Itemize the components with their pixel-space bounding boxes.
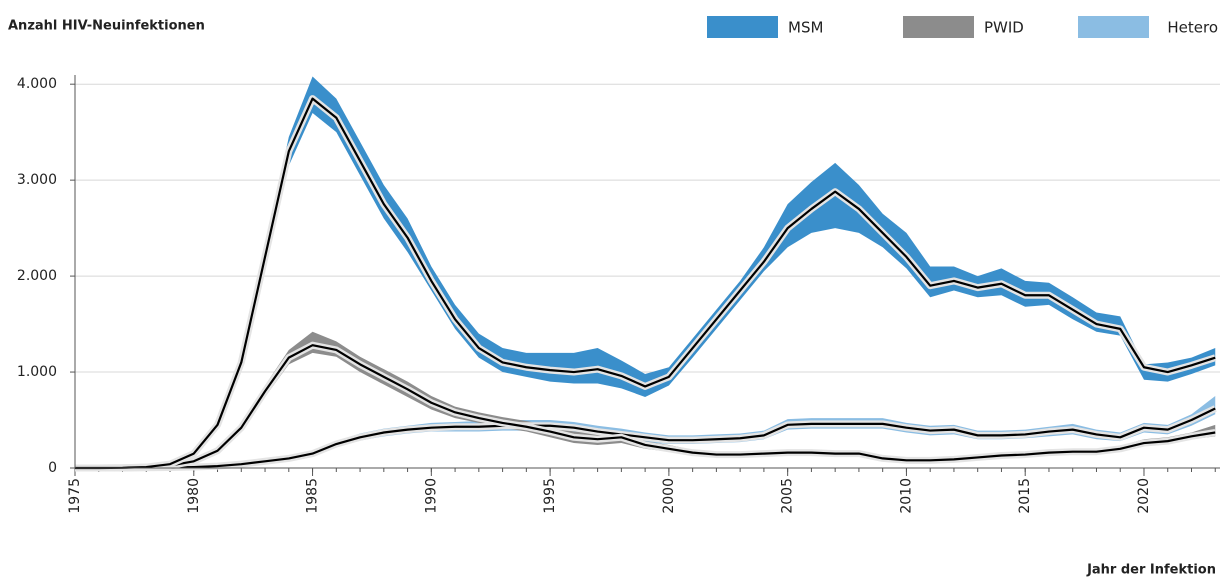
estimate-halo xyxy=(75,341,1216,472)
legend-label: PWID xyxy=(984,19,1024,37)
x-tick-label: 1975 xyxy=(67,478,83,514)
legend-swatch xyxy=(707,16,778,38)
estimate-line xyxy=(75,344,1216,470)
x-axis-label: Jahr der Infektion xyxy=(1086,563,1216,578)
legend-swatch xyxy=(1078,16,1149,38)
y-tick-label: 2.000 xyxy=(17,268,57,284)
y-tick-label: 0 xyxy=(48,460,57,476)
x-tick-label: 1990 xyxy=(423,478,439,514)
x-tick-label: 1980 xyxy=(186,478,202,514)
estimate-line xyxy=(75,97,1216,470)
y-tick-label: 3.000 xyxy=(17,172,57,188)
x-tick-label: 2020 xyxy=(1136,478,1152,514)
x-tick-label: 1985 xyxy=(305,478,321,514)
chart-title: Anzahl HIV-Neuinfektionen xyxy=(8,19,205,34)
x-tick-label: 2005 xyxy=(780,478,796,514)
uncertainty-band xyxy=(75,76,1216,468)
x-tick-label: 2000 xyxy=(661,478,677,514)
y-tick-label: 1.000 xyxy=(17,364,57,380)
legend-label: MSM xyxy=(788,19,823,37)
y-tick-label: 4.000 xyxy=(17,76,57,92)
legend-label: Hetero xyxy=(1167,19,1218,37)
x-tick-label: 2010 xyxy=(898,478,914,514)
legend-swatch xyxy=(903,16,974,38)
estimate-line xyxy=(75,407,1216,470)
x-tick-label: 1995 xyxy=(542,478,558,514)
x-tick-label: 2015 xyxy=(1017,478,1033,514)
